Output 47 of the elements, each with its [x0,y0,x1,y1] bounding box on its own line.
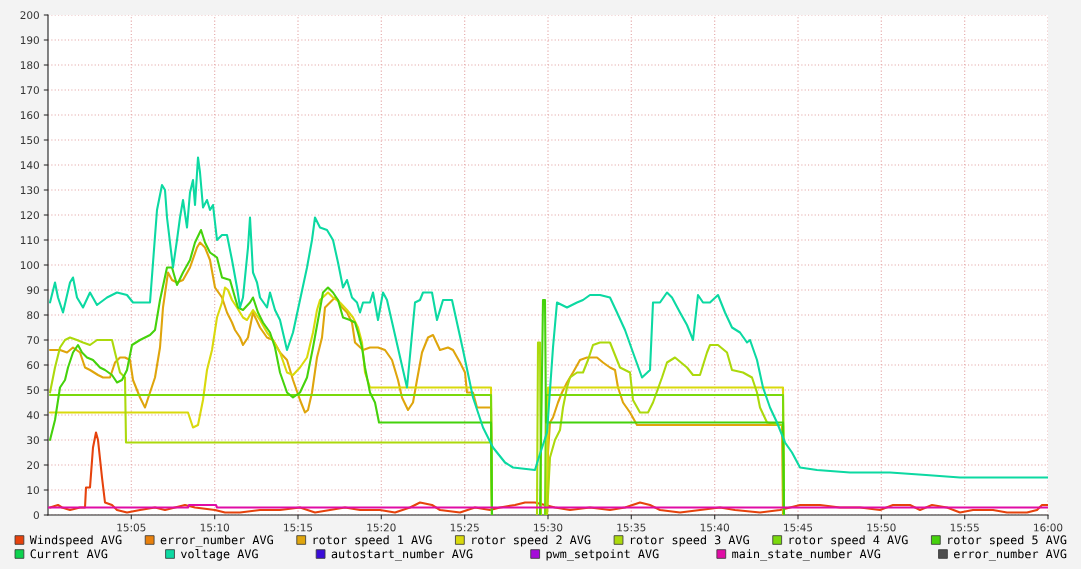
y-tick-label: 40 [26,411,39,420]
y-tick-label: 50 [27,386,39,395]
legend-label: rotor speed 3 AVG [630,535,749,547]
x-tick-label: 15:05 [117,523,146,532]
x-tick-label: 15:15 [284,523,313,532]
y-tick-label: 170 [20,86,39,95]
legend-label: rotor speed 2 AVG [472,535,591,547]
legend-label: rotor speed 1 AVG [313,535,432,547]
legend-label: error_number AVG [953,549,1067,561]
x-tick-label: 15:45 [784,523,813,532]
y-tick-label: 130 [20,186,39,195]
y-tick-label: 90 [27,286,39,295]
y-tick-label: 110 [20,236,39,245]
y-tick-label: 20 [27,461,39,470]
y-tick-label: 140 [20,161,39,170]
y-tick-label: 60 [27,361,39,370]
x-tick-label: 15:30 [534,523,563,532]
x-tick-label: 15:55 [950,523,979,532]
y-tick-label: 30 [27,436,39,445]
legend-label: error_number AVG [160,535,273,547]
y-tick-label: 70 [27,336,39,345]
x-tick-label: 15:10 [200,523,230,532]
legend-label: voltage AVG [180,549,258,561]
y-tick-label: 10 [27,486,39,495]
y-tick-label: 0 [33,511,39,520]
y-tick-label: 200 [20,11,39,20]
y-tick-label: 190 [20,36,39,45]
line-series [48,156,1048,479]
legend-label: rotor speed 5 AVG [948,535,1067,547]
legend-label: rotor speed 4 AVG [789,535,908,547]
legend-label: main_state_number AVG [732,549,881,561]
y-tick-label: 180 [20,61,39,70]
y-tick-label: 120 [20,211,39,220]
legend-label: autostart_number AVG [331,549,473,561]
legend-label: Windspeed AVG [29,535,122,547]
y-tick-label: 100 [20,261,39,270]
y-tick-label: 80 [27,311,39,320]
y-tick-label: 160 [20,111,39,120]
x-tick-label: 15:40 [700,523,730,532]
legend-label: Current AVG [30,549,108,559]
legend-label: pwm_setpoint AVG [546,549,659,561]
x-tick-label: 16:00 [1034,523,1063,532]
x-tick-label: 15:20 [367,523,396,532]
x-tick-label: 15:35 [617,523,646,532]
x-tick-label: 15:50 [867,523,896,532]
x-tick-label: 15:25 [450,523,479,532]
y-tick-label: 150 [20,136,39,145]
